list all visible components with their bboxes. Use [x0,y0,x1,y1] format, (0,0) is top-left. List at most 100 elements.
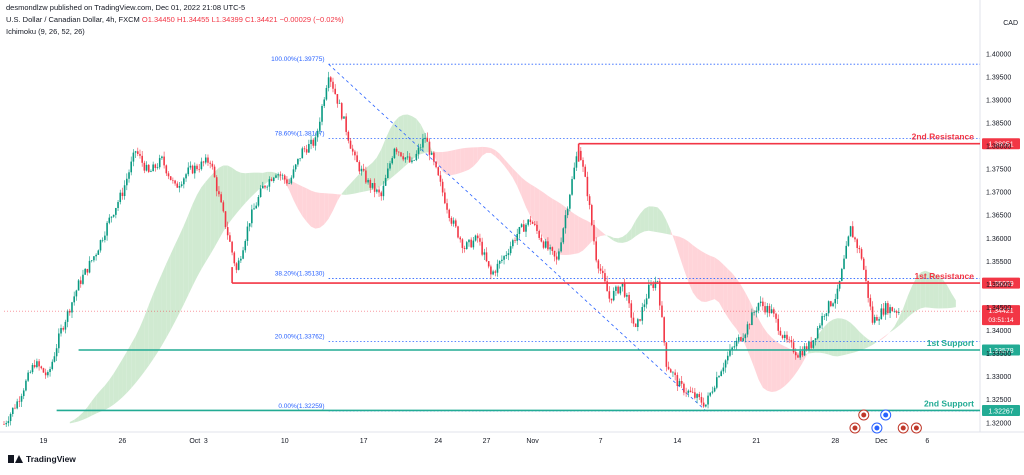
ichimoku-cloud-segment [139,316,145,378]
candle-body [503,256,505,260]
candle-body [130,161,133,173]
candle-body [384,177,387,186]
ichimoku-cloud-segment [771,337,777,393]
candle-body [762,301,764,307]
candle-body [533,223,536,225]
ichimoku-cloud-segment [87,401,92,418]
candle-body [779,330,782,336]
candle-body [834,298,837,304]
candle-body [204,157,207,163]
candle-body [222,202,225,212]
candle-body [336,94,339,104]
candle-body [731,347,733,350]
ichimoku-cloud-segment [898,308,904,326]
ichimoku-cloud-segment [806,346,812,355]
candle-body [845,245,848,259]
ichimoku-cloud-segment [293,181,298,209]
candle-body [799,350,801,358]
price-label-text: 1.38051 [988,142,1013,149]
candle-body [426,137,429,142]
ichimoku-cloud-segment [464,147,469,172]
indicator-label[interactable]: Ichimoku (9, 26, 52, 26) [6,27,85,36]
candle-body [345,116,347,132]
ichimoku-cloud-segment [372,157,377,190]
candle-body [507,253,510,256]
candle-body [49,369,51,373]
candle-body [371,183,374,188]
candle-body [340,103,343,119]
candle-body [665,342,668,367]
ichimoku-cloud-segment [341,188,347,195]
countdown-text: 03:51:14 [988,317,1014,324]
fib-level-label: 0.00%(1.32259) [278,403,324,410]
ichimoku-cloud-segment [144,304,149,372]
candle-body [792,342,795,353]
ichimoku-cloud-segment [192,194,198,286]
candle-body [549,247,551,250]
candle-body [145,164,148,171]
y-tick-label: 1.39500 [986,74,1011,81]
x-tick-label: 28 [831,438,839,445]
candle-body [47,372,49,376]
candle-body [297,158,299,165]
candle-body [856,239,858,249]
candle-body [569,194,571,209]
candle-body [606,281,608,292]
candle-body [400,152,402,157]
candle-body [544,241,547,248]
ichimoku-cloud-segment [714,257,720,303]
candle-body [737,337,740,341]
candle-body [709,392,712,396]
ichimoku-cloud-segment [227,165,233,225]
candle-body [362,168,365,171]
ichimoku-cloud-segment [385,129,391,183]
candle-body [492,271,494,275]
candle-body [755,310,758,313]
candle-body [240,258,242,261]
candle-body [527,219,529,225]
ichimoku-cloud-segment [429,144,434,156]
ichimoku-cloud-segment [232,167,237,219]
ichimoku-cloud-segment [723,264,728,318]
candle-body [424,137,426,139]
ichimoku-cloud-segment [166,253,171,338]
ichimoku-cloud-segment [306,188,312,227]
candle-body [248,223,251,227]
candle-body [860,249,863,259]
ichimoku-cloud-segment [508,163,513,178]
ohlc-close: C1.34421 [244,15,278,24]
candle-body [156,167,159,168]
candle-body [496,263,499,273]
candle-body [314,137,317,146]
candle-body [220,194,222,203]
candle-body [143,162,146,171]
ichimoku-cloud-segment [78,412,83,422]
candle-body [643,304,646,308]
ichimoku-cloud-segment [271,171,276,180]
candle-body [540,237,543,242]
candle-body [448,209,451,218]
candle-body [209,162,211,164]
candle-body [873,317,876,323]
candle-body [722,367,725,372]
candle-body [402,156,404,160]
ichimoku-cloud-segment [170,244,176,330]
candle-body [176,183,179,188]
ichimoku-cloud-segment [381,138,386,186]
candle-body [38,361,40,367]
fib-level-label: 20.00%(1.33762) [275,334,325,341]
candle-body [455,220,457,227]
ichimoku-cloud-segment [214,167,219,248]
ichimoku-cloud-segment [240,172,246,209]
ichimoku-cloud-segment [525,181,531,217]
ichimoku-cloud-segment [210,171,215,255]
candle-body [75,290,78,297]
candle-body [126,178,128,186]
candle-body [553,250,556,257]
candle-body [520,224,523,228]
candle-body [898,312,900,313]
brand[interactable]: TradingView [8,454,76,464]
ohlc-low: L1.34399 [211,15,243,24]
